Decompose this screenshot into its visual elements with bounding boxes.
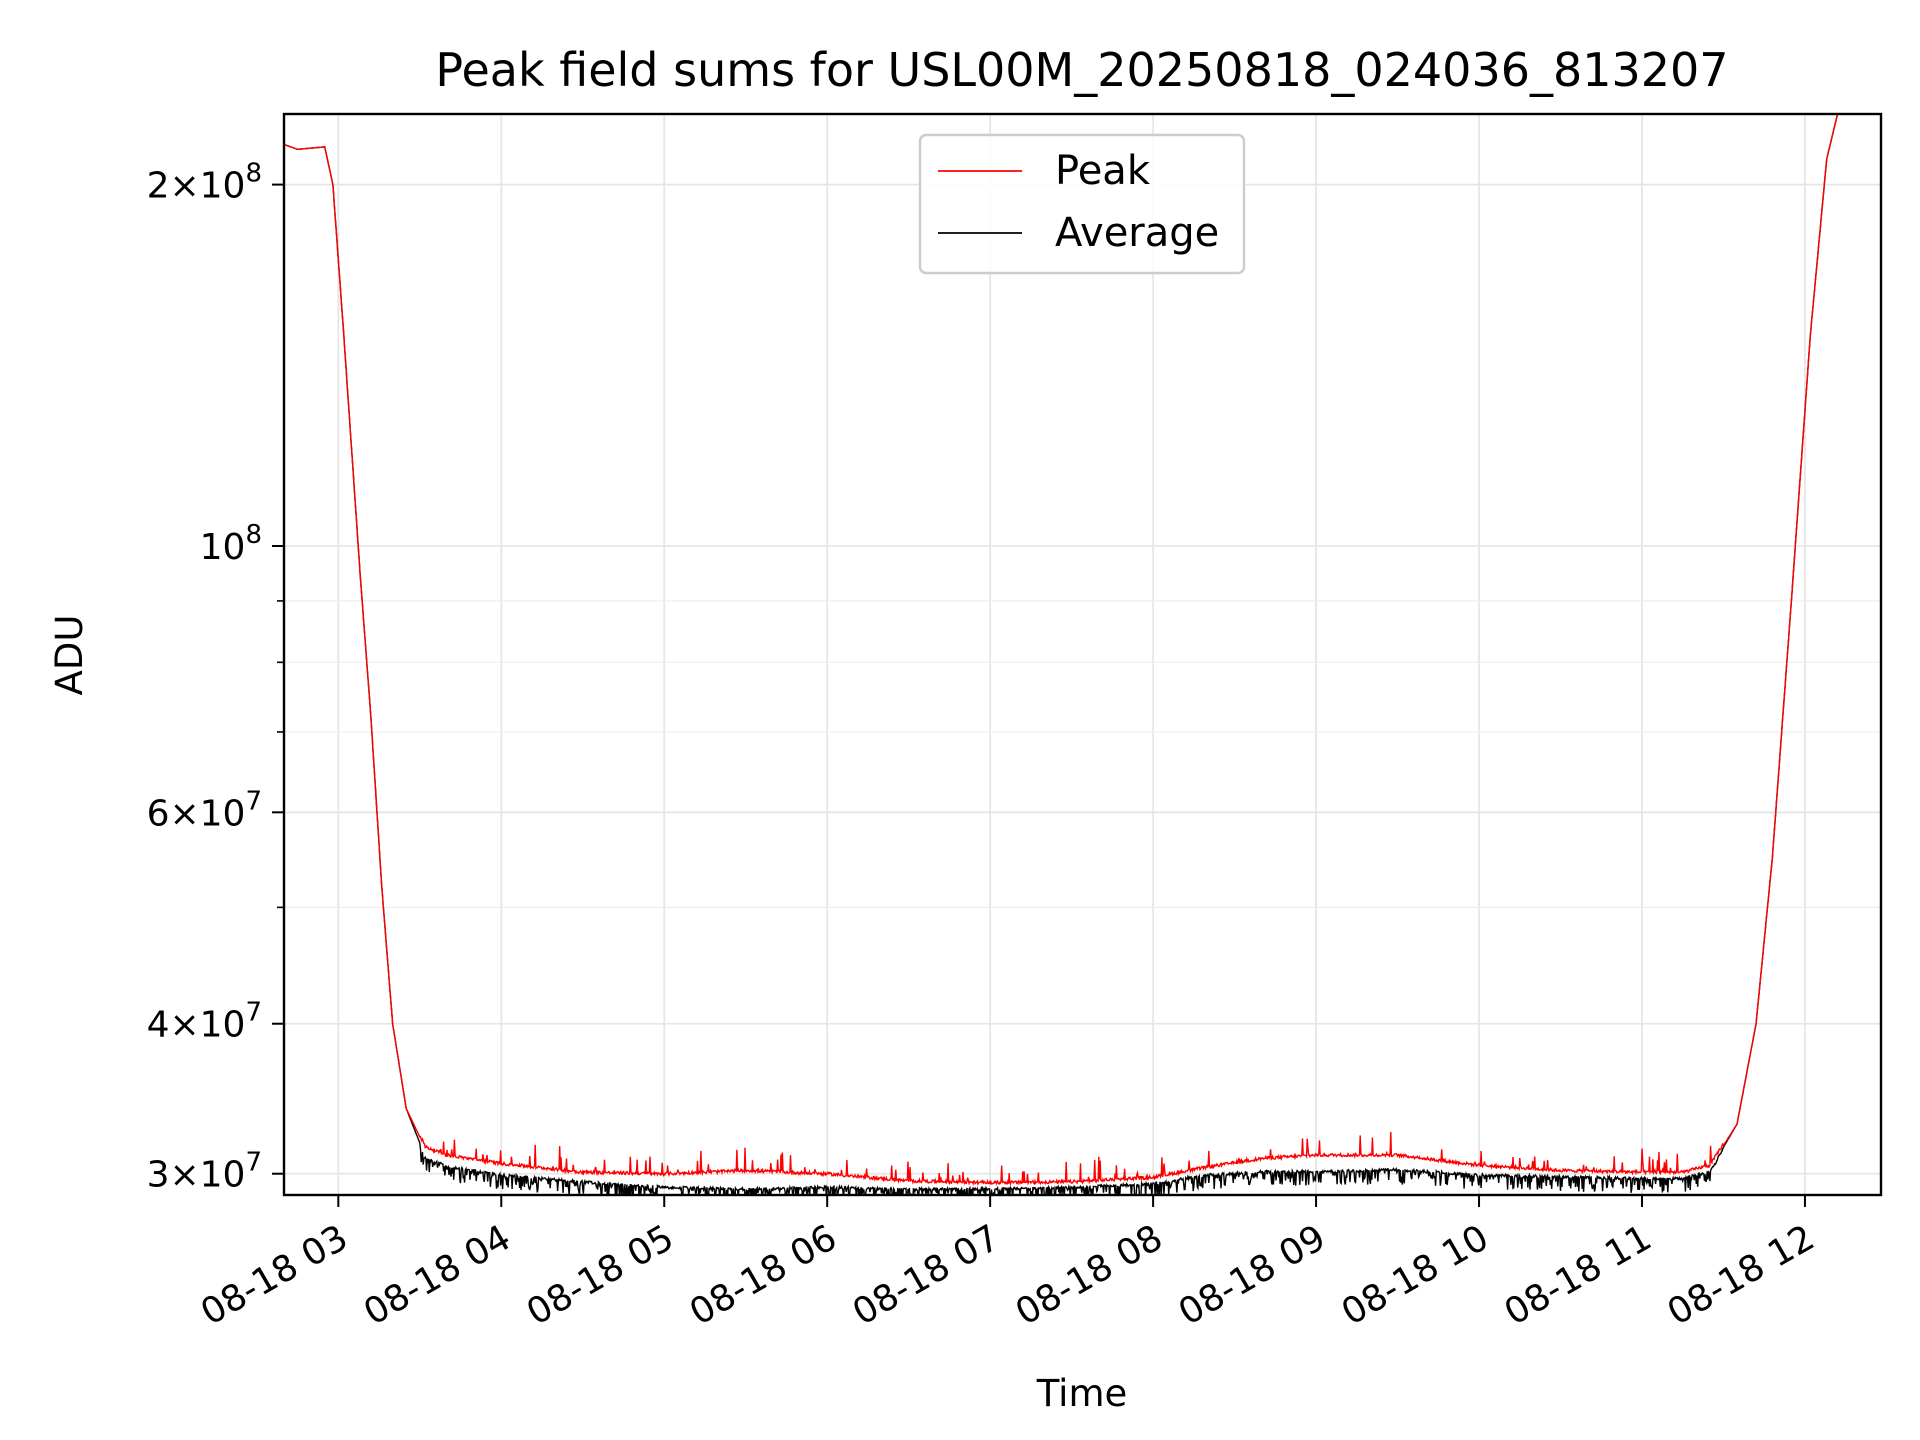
y-tick-label: 108 <box>200 520 262 568</box>
legend-box <box>918 133 1246 275</box>
legend: Peak Average <box>918 133 1246 275</box>
y-tick-label: 3×107 <box>147 1148 262 1196</box>
y-axis: 3×107 4×107 6×107 108 2×108 <box>147 159 284 1196</box>
y-axis-label: ADU <box>48 615 91 696</box>
legend-label-peak: Peak <box>1055 148 1151 194</box>
series-line-peak <box>284 114 1839 1187</box>
legend-label-average: Average <box>1055 210 1219 256</box>
plot-frame <box>282 112 1883 1197</box>
x-axis-label: Time <box>1036 1372 1128 1415</box>
y-tick-label: 2×108 <box>147 159 262 207</box>
chart-title: Peak field sums for USL00M_20250818_0240… <box>435 43 1728 97</box>
series-layer <box>284 114 1839 1195</box>
series-line-average <box>284 114 1839 1195</box>
y-tick-label: 6×107 <box>147 786 262 834</box>
y-tick-label: 4×107 <box>147 998 262 1046</box>
